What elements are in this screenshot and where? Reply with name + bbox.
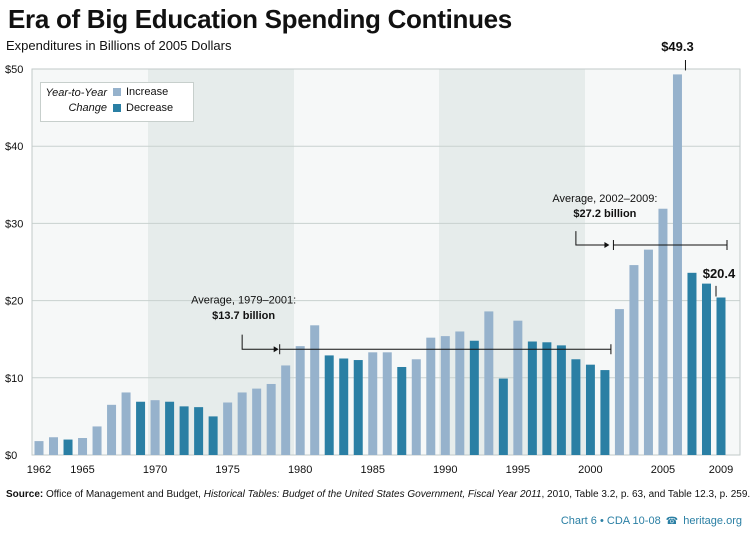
bar-2007	[687, 272, 697, 455]
x-tick-label: 1990	[433, 464, 457, 476]
x-tick-label: 1980	[288, 464, 312, 476]
y-tick-label: $40	[5, 141, 23, 153]
bar-1980	[295, 346, 305, 455]
bar-1992	[469, 340, 479, 455]
x-tick-label: 2000	[578, 464, 602, 476]
source-note: Source: Office of Management and Budget,…	[6, 489, 750, 500]
bar-1997	[542, 342, 552, 455]
x-tick-label: 1995	[506, 464, 530, 476]
legend-swatch-increase	[113, 88, 121, 96]
bar-1984	[353, 360, 363, 455]
x-tick-label: 2009	[709, 464, 733, 476]
bar-1966	[92, 426, 102, 455]
bar-1974	[208, 416, 218, 455]
legend-title-line2: Change	[68, 102, 107, 114]
bar-1965	[78, 438, 88, 455]
bar-2003	[629, 265, 639, 455]
source-publication: Historical Tables: Budget of the United …	[203, 489, 542, 500]
peak-value-label: $49.3	[661, 39, 694, 54]
last-value-label: $20.4	[703, 266, 736, 281]
legend-title: Year-to-Year Change	[45, 86, 107, 116]
bar-1988	[411, 359, 421, 455]
x-tick-label: 1962	[27, 464, 51, 476]
bar-1990	[440, 336, 450, 455]
bar-1987	[397, 366, 407, 455]
annotation-leader	[575, 231, 608, 246]
legend: Year-to-Year Change Increase Decrease	[40, 82, 194, 122]
bar-2002	[614, 309, 624, 455]
bar-2009	[716, 297, 726, 455]
average-2-label: Average, 2002–2009:	[552, 193, 657, 205]
bar-1971	[165, 401, 175, 455]
bar-2008	[701, 283, 711, 455]
bar-1982	[324, 355, 334, 455]
bar-1978	[266, 383, 276, 455]
legend-title-line1: Year-to-Year	[45, 87, 107, 99]
legend-label-increase: Increase	[126, 86, 169, 98]
bar-1991	[455, 331, 465, 455]
x-tick-label: 1970	[143, 464, 167, 476]
bar-1968	[121, 392, 131, 455]
chart-title: Era of Big Education Spending Continues	[8, 4, 512, 34]
bar-1993	[484, 311, 494, 455]
bar-1986	[382, 352, 392, 455]
y-tick-label: $30	[5, 218, 23, 230]
site-link[interactable]: heritage.org	[683, 515, 742, 527]
source-text: Office of Management and Budget,	[43, 489, 204, 500]
x-tick-label: 2005	[651, 464, 675, 476]
legend-label-decrease: Decrease	[126, 102, 174, 114]
bar-1962	[34, 441, 44, 455]
bar-1977	[252, 388, 262, 455]
bar-1976	[237, 392, 247, 455]
bar-2004	[643, 249, 653, 455]
bar-2000	[585, 364, 595, 455]
x-tick-label: 1975	[215, 464, 239, 476]
arrow-head	[604, 242, 610, 249]
bar-1994	[498, 378, 508, 455]
annotation-leader	[241, 334, 277, 350]
y-tick-label: $20	[5, 296, 23, 308]
bar-1981	[310, 325, 320, 455]
bar-1970	[150, 400, 160, 455]
y-tick-label: $10	[5, 373, 23, 385]
bar-2006	[672, 74, 682, 456]
bar-2005	[658, 208, 668, 455]
bar-1975	[223, 402, 233, 455]
y-tick-label: $50	[5, 64, 23, 76]
bar-1998	[556, 345, 566, 455]
chart-subtitle: Expenditures in Billions of 2005 Dollars	[6, 38, 232, 53]
bar-1999	[571, 359, 581, 455]
chart-credit: Chart 6 • CDA 10-08 ☎ heritage.org	[561, 515, 742, 527]
bar-1979	[281, 365, 291, 455]
x-tick-label: 1965	[70, 464, 94, 476]
bar-1995	[513, 320, 523, 455]
bar-1972	[179, 406, 189, 455]
bar-1963	[49, 437, 59, 455]
arrow-head	[273, 346, 279, 353]
bar-2001	[600, 370, 610, 455]
average-2-value: $27.2 billion	[573, 208, 636, 220]
bar-1985	[368, 352, 378, 455]
legend-item-increase: Increase	[113, 86, 168, 98]
legend-item-decrease: Decrease	[113, 102, 173, 114]
source-label: Source:	[6, 489, 44, 500]
y-tick-label: $0	[5, 450, 17, 462]
plot-panel	[32, 69, 148, 455]
bar-1964	[63, 439, 73, 455]
phone-icon: ☎	[665, 516, 679, 527]
bar-1989	[426, 337, 436, 455]
average-1-value: $13.7 billion	[212, 310, 275, 322]
legend-swatch-decrease	[113, 104, 121, 112]
x-tick-label: 1985	[361, 464, 385, 476]
bar-1973	[194, 407, 204, 455]
bar-1969	[136, 401, 146, 455]
average-1-label: Average, 1979–2001:	[191, 295, 296, 307]
source-tail: , 2010, Table 3.2, p. 63, and Table 12.3…	[541, 489, 750, 500]
bar-1967	[107, 404, 117, 455]
chart-id: Chart 6 • CDA 10-08	[560, 515, 661, 527]
bar-1996	[527, 341, 537, 455]
bar-1983	[339, 358, 349, 455]
